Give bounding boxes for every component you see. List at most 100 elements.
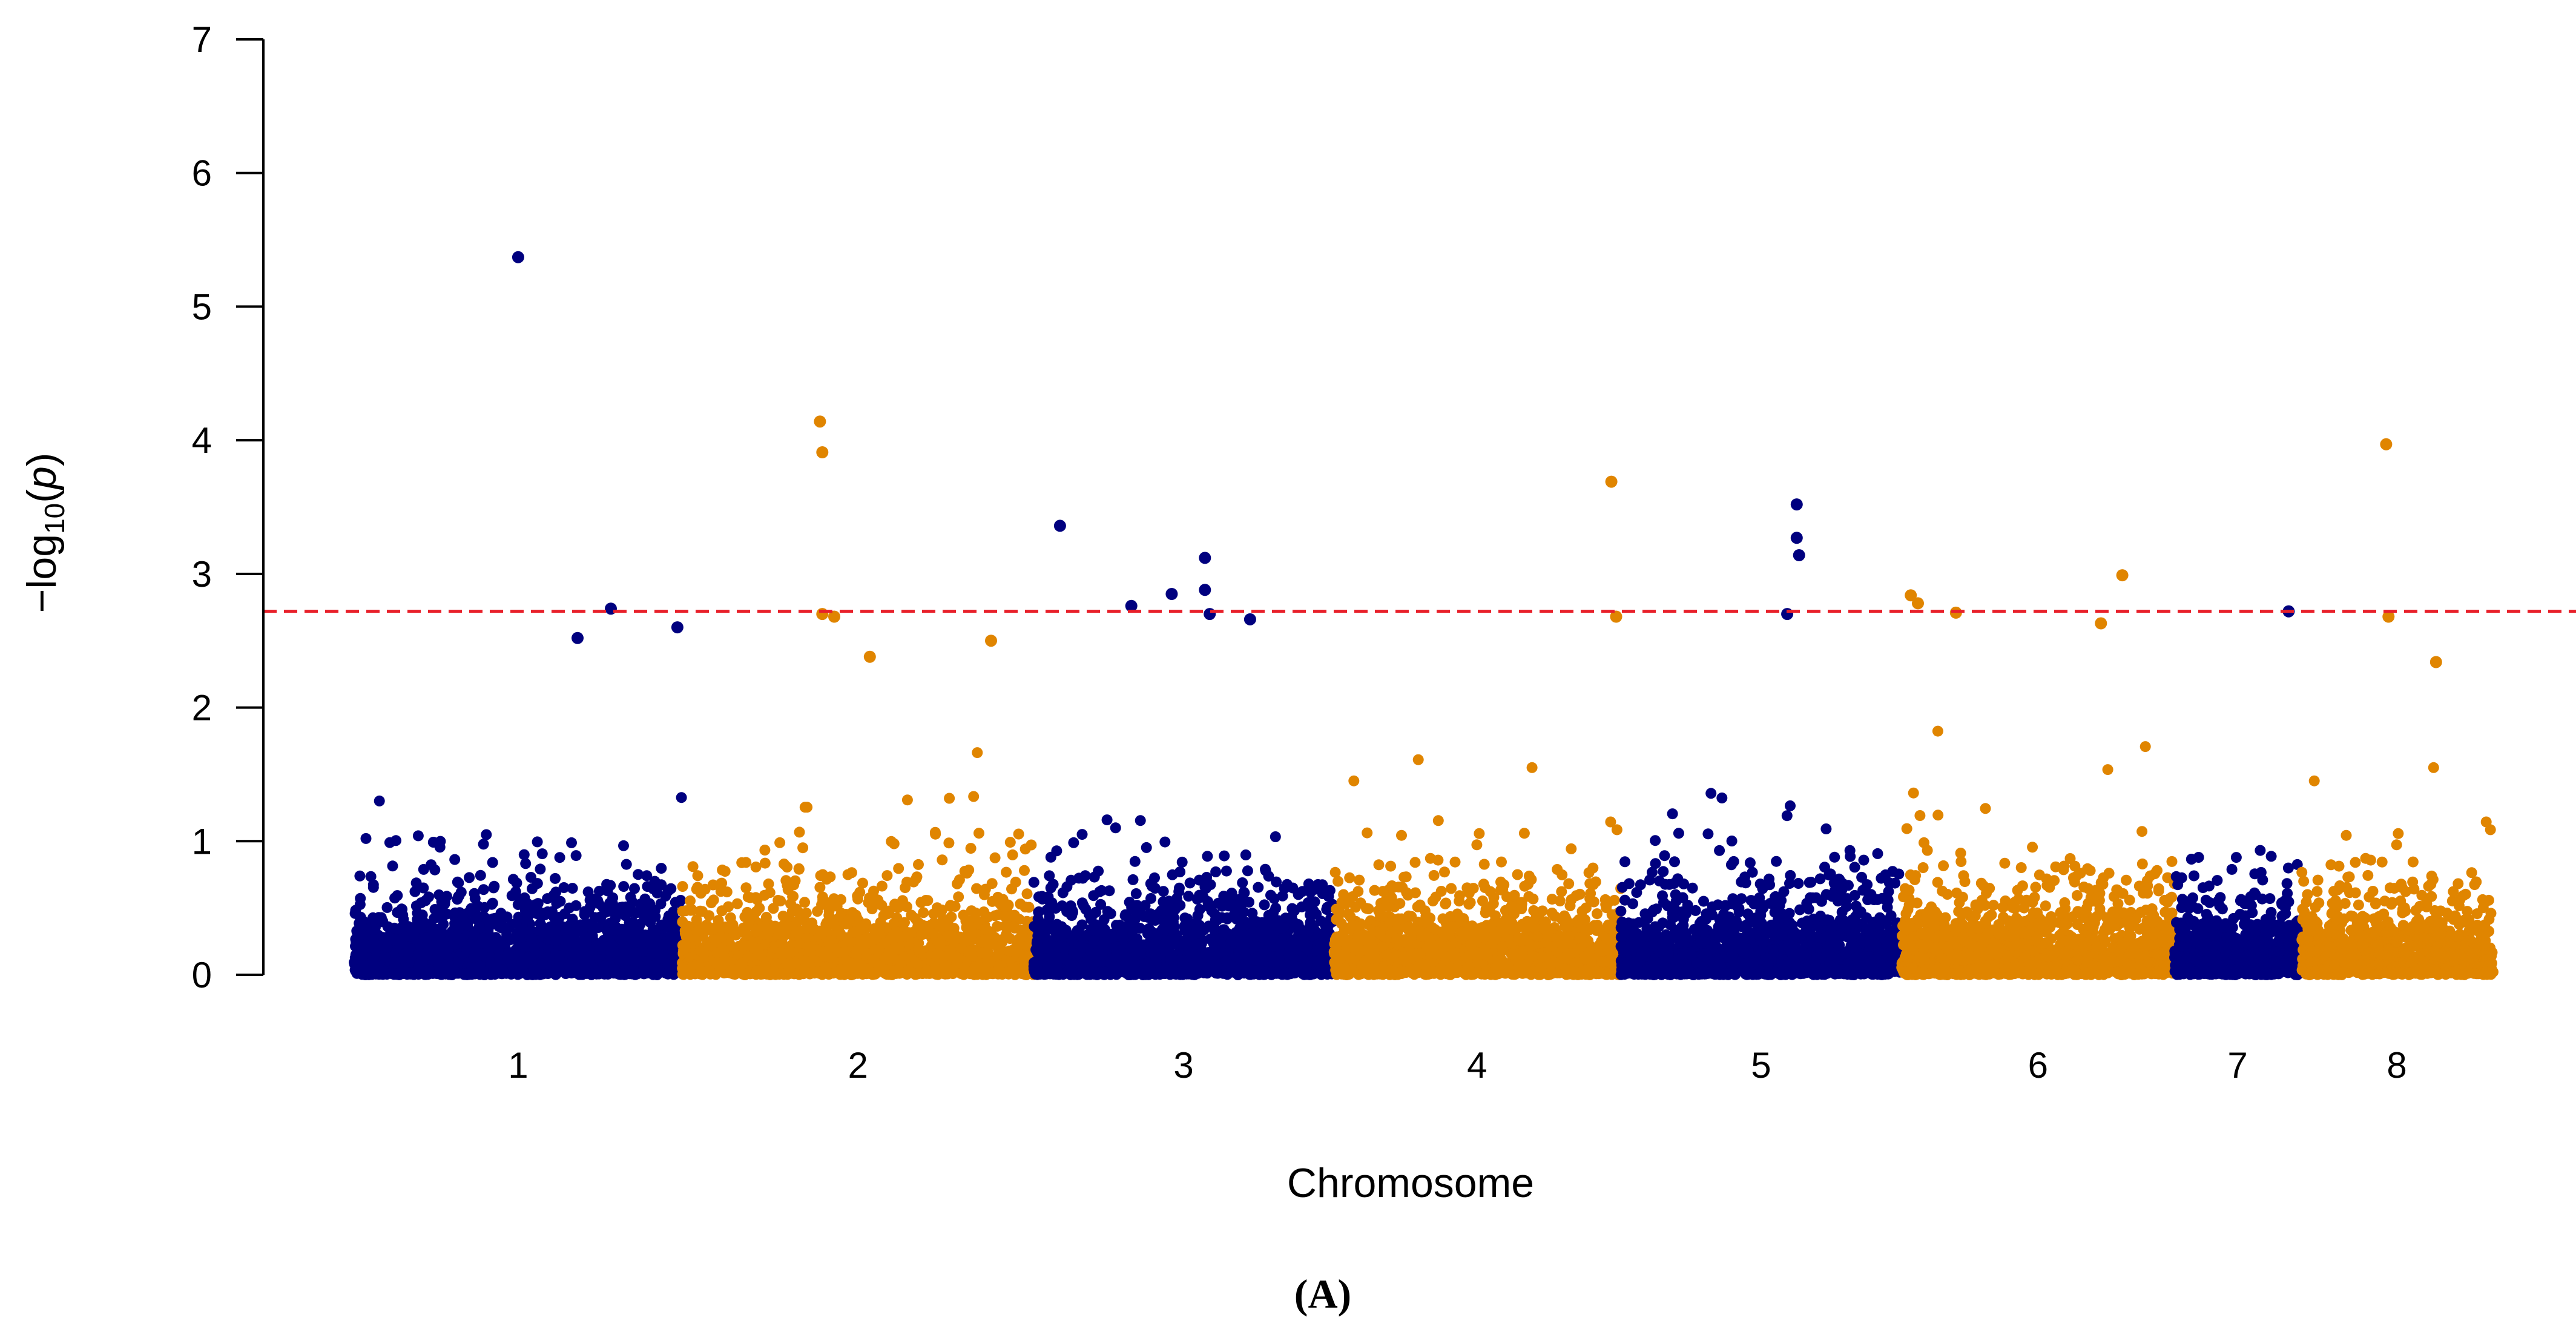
snp-point — [1004, 837, 1016, 848]
snp-point — [570, 850, 582, 862]
snp-point — [529, 943, 540, 954]
snp-point — [554, 911, 565, 923]
snp-point — [899, 900, 911, 912]
snp-point — [898, 967, 910, 978]
snp-point — [474, 960, 486, 972]
snp-point — [473, 920, 485, 932]
snp-point — [685, 895, 696, 906]
snp-point — [593, 885, 605, 897]
snp-point — [554, 852, 565, 863]
snp-point — [537, 958, 548, 970]
snp-point — [656, 863, 667, 874]
snp-point — [763, 878, 774, 889]
snp-point — [582, 886, 594, 898]
snp-point — [814, 882, 826, 893]
snp-point — [1010, 876, 1021, 888]
snp-point — [875, 917, 886, 928]
snp-point — [374, 795, 385, 806]
snp-point — [911, 871, 923, 883]
snp-point — [1013, 828, 1024, 840]
snp-point — [970, 961, 981, 972]
snp-point — [860, 918, 872, 929]
snp-point — [579, 906, 590, 917]
snp-point — [373, 912, 384, 923]
snp-point — [354, 870, 366, 882]
snp-point — [777, 925, 788, 937]
snp-point — [879, 937, 891, 949]
snp-point — [966, 922, 977, 933]
snp-point — [823, 935, 835, 947]
snp-point — [934, 940, 946, 951]
snp-point — [1001, 866, 1012, 878]
snp-point — [392, 890, 403, 902]
snp-point — [381, 902, 393, 913]
snp-point — [953, 891, 964, 903]
snp-point — [403, 947, 414, 958]
snp-point — [804, 945, 815, 957]
snp-point — [410, 900, 422, 912]
snp-point — [452, 894, 463, 905]
snp-point — [952, 878, 963, 889]
snp-point — [692, 870, 703, 882]
snp-point — [627, 917, 639, 928]
snp-point — [420, 895, 431, 906]
snp-point — [779, 859, 789, 869]
snp-point — [662, 958, 673, 970]
snp-point — [356, 918, 367, 929]
snp-point — [846, 867, 857, 879]
snp-point — [1021, 888, 1033, 900]
snp-point — [946, 911, 957, 923]
snp-point — [349, 952, 361, 963]
snp-point — [350, 966, 361, 977]
snp-point — [710, 937, 722, 948]
snp-point — [434, 842, 446, 853]
snp-point — [751, 906, 762, 917]
snp-point — [971, 883, 983, 894]
snp-point — [845, 937, 856, 948]
snp-point — [893, 863, 904, 874]
snp-point — [691, 926, 703, 937]
snp-point — [740, 882, 752, 894]
snp-point — [572, 926, 583, 937]
snp-point — [1007, 849, 1018, 860]
snp-point — [562, 934, 573, 946]
snp-point — [768, 966, 779, 977]
snp-point — [550, 886, 562, 898]
snp-point — [717, 864, 728, 876]
snp-point — [492, 944, 504, 955]
snp-point — [639, 893, 651, 905]
snp-point — [665, 883, 677, 894]
snp-point — [857, 963, 869, 975]
snp-point — [677, 881, 688, 892]
snp-point — [965, 843, 977, 854]
snp-point — [986, 928, 997, 940]
snp-point — [466, 903, 477, 914]
snp-point — [605, 880, 616, 891]
snp-point — [706, 924, 717, 935]
snp-point — [544, 922, 556, 933]
snp-point — [901, 794, 913, 806]
snp-point — [633, 869, 644, 880]
snp-point — [888, 838, 900, 849]
snp-point — [639, 965, 650, 977]
snp-point — [1270, 831, 1281, 842]
snp-point — [526, 932, 538, 944]
snp-point — [453, 932, 464, 943]
snp-point — [1130, 888, 1142, 899]
snp-point — [475, 869, 486, 881]
snp-point — [740, 857, 752, 868]
snp-point — [966, 945, 977, 956]
snp-point — [968, 791, 980, 802]
snp-point — [502, 949, 514, 960]
snp-point — [759, 889, 770, 901]
snp-point — [621, 931, 632, 942]
snp-point — [930, 828, 941, 840]
snp-point — [994, 948, 1005, 960]
snp-point — [350, 905, 361, 916]
snp-point — [746, 940, 757, 951]
snp-point — [478, 884, 489, 895]
snp-point — [869, 944, 881, 955]
snp-point — [916, 929, 927, 940]
snp-point — [384, 837, 395, 848]
snp-point — [448, 964, 460, 975]
